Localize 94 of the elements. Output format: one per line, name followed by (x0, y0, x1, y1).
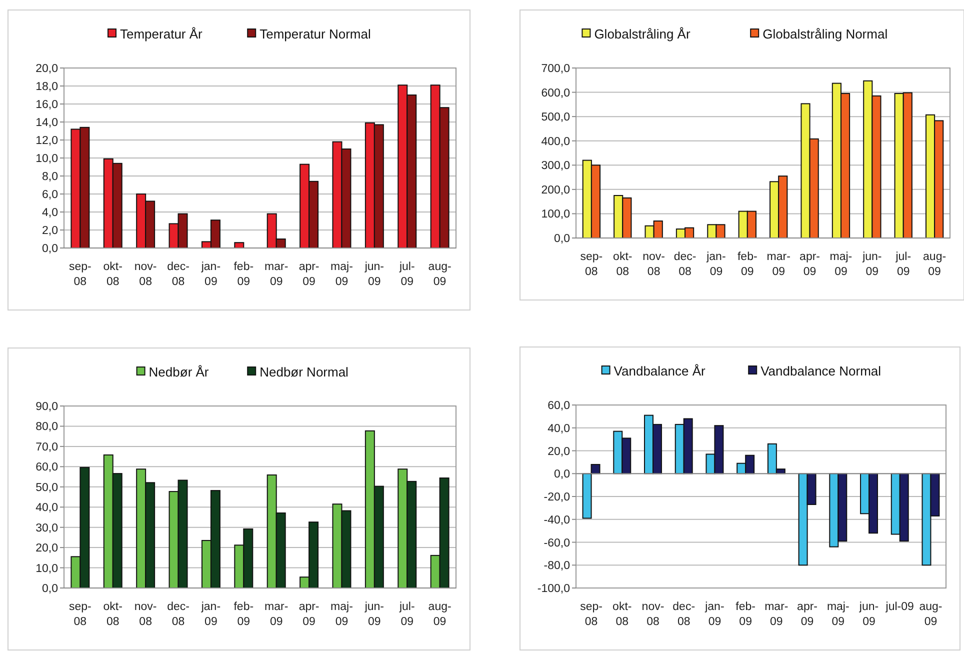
x-tick-label: jul- 09 (398, 261, 415, 288)
x-tick-label: dec- 08 (674, 251, 696, 278)
x-tick-label: jan- 09 (704, 601, 724, 628)
y-tick-label: 700,0 (541, 63, 570, 76)
y-tick-label: 70,0 (36, 441, 58, 454)
x-tick-label: jan- 09 (200, 601, 221, 628)
y-tick-label: 40,0 (36, 502, 58, 514)
x-tick-label: maj- 09 (330, 601, 354, 628)
x-tick-label: okt- 08 (612, 601, 632, 628)
x-tick-label: apr- 09 (797, 601, 818, 628)
x-tick-label: okt- 08 (103, 601, 123, 628)
x-tick-label: maj- 09 (830, 251, 852, 278)
y-tick-label: 300,0 (541, 160, 570, 172)
x-tick-label: sep- 08 (68, 601, 92, 628)
x-tick-label: mar- 09 (764, 601, 788, 628)
y-tick-label: 40,0 (548, 422, 570, 435)
legend-label: Vandbalance Normal (760, 364, 882, 379)
y-tick-label: 0,0 (554, 233, 570, 246)
y-tick-label: 14,0 (36, 117, 58, 130)
x-tick-label: okt- 08 (613, 251, 632, 278)
x-tick-label: maj- 09 (330, 261, 354, 288)
x-tick-label: feb- 09 (737, 251, 758, 278)
y-tick-label: 100,0 (541, 208, 570, 221)
y-tick-label: 8,0 (42, 171, 58, 184)
y-tick-label: 600,0 (541, 87, 570, 100)
x-tick-label: nov- 08 (134, 261, 157, 288)
x-tick-label: nov- 08 (134, 601, 157, 628)
y-tick-label: 18,0 (36, 81, 58, 94)
x-tick-label: sep- 08 (68, 261, 92, 288)
x-tick-label: jun- 09 (364, 601, 384, 628)
y-tick-label: -80,0 (544, 560, 570, 572)
y-tick-label: 20,0 (36, 542, 58, 555)
x-tick-label: dec- 08 (167, 261, 190, 288)
x-tick-label: jan- 09 (200, 261, 221, 288)
y-tick-label: 400,0 (541, 136, 570, 148)
x-tick-label: mar- 09 (766, 251, 791, 278)
y-tick-label: 12,0 (36, 135, 58, 148)
x-tick-label: apr- 09 (800, 251, 820, 278)
x-tick-label: feb- 09 (234, 261, 254, 288)
y-tick-label: 60,0 (548, 400, 570, 412)
x-tick-label: jun- 09 (858, 601, 879, 628)
y-tick-label: 10,0 (36, 153, 58, 166)
y-tick-label: 16,0 (36, 99, 58, 112)
x-tick-label: apr- 09 (298, 601, 320, 628)
y-tick-label: 50,0 (36, 482, 58, 494)
y-tick-label: -100,0 (537, 583, 570, 596)
x-tick-label: dec- 08 (672, 601, 696, 628)
x-tick-label: nov- 08 (642, 601, 664, 628)
x-tick-label: mar- 09 (264, 601, 288, 628)
legend-label: Globalstråling År (594, 26, 691, 42)
y-tick-label: 500,0 (541, 112, 570, 124)
y-tick-label: 200,0 (541, 184, 570, 196)
x-tick-label: okt- 08 (103, 261, 123, 288)
y-tick-label: 0,0 (42, 243, 58, 256)
x-tick-label: jul- 09 (894, 251, 912, 278)
x-tick-label: sep- 08 (580, 251, 603, 278)
y-tick-label: 10,0 (36, 562, 58, 575)
x-tick-label: aug- 09 (919, 601, 942, 628)
y-tick-label: -60,0 (544, 537, 570, 550)
x-tick-label: jan- 09 (706, 251, 726, 278)
y-tick-label: 20,0 (548, 446, 570, 458)
x-tick-label: jun- 09 (862, 251, 882, 278)
x-tick-label: aug- 09 (428, 261, 452, 288)
x-tick-label: dec- 08 (167, 601, 190, 628)
x-tick-label: aug- 09 (428, 601, 452, 628)
y-tick-label: 0,0 (554, 468, 570, 481)
y-tick-label: -20,0 (544, 492, 570, 504)
x-tick-label: feb- 09 (736, 601, 756, 628)
y-tick-label: 80,0 (36, 421, 58, 434)
y-tick-label: 30,0 (36, 522, 58, 534)
y-tick-label: 4,0 (42, 207, 58, 220)
x-tick-label: feb- 09 (234, 601, 254, 628)
y-tick-label: 6,0 (42, 189, 58, 202)
x-tick-label: sep- 08 (580, 601, 603, 628)
y-tick-label: 0,0 (42, 583, 58, 596)
y-tick-label: -40,0 (544, 514, 570, 526)
legend-label: Nedbør År (148, 364, 210, 380)
y-tick-label: 90,0 (36, 401, 58, 414)
x-tick-label: jul- 09 (398, 601, 415, 628)
y-tick-label: 60,0 (36, 462, 58, 474)
legend-label: Nedbør Normal (260, 364, 349, 380)
x-tick-label: jun- 09 (364, 261, 384, 288)
x-tick-label: mar- 09 (264, 261, 288, 288)
x-tick-label: apr- 09 (298, 261, 320, 288)
x-tick-label: maj- 09 (826, 601, 850, 628)
y-tick-label: 2,0 (42, 225, 58, 238)
legend-label: Temperatur År (120, 26, 204, 42)
y-tick-label: 20,0 (36, 63, 58, 76)
legend-label: Globalstråling Normal (762, 26, 888, 42)
legend-label: Vandbalance År (614, 364, 706, 379)
x-tick-label: aug- 09 (923, 251, 946, 278)
legend-label: Temperatur Normal (260, 26, 371, 42)
x-tick-label: jul-09 (884, 601, 914, 613)
x-tick-label: nov- 08 (642, 251, 666, 278)
